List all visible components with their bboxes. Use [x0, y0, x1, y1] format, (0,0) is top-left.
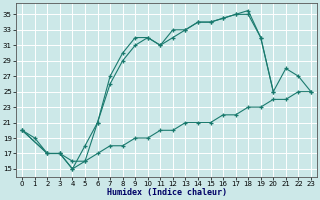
X-axis label: Humidex (Indice chaleur): Humidex (Indice chaleur) — [107, 188, 227, 197]
